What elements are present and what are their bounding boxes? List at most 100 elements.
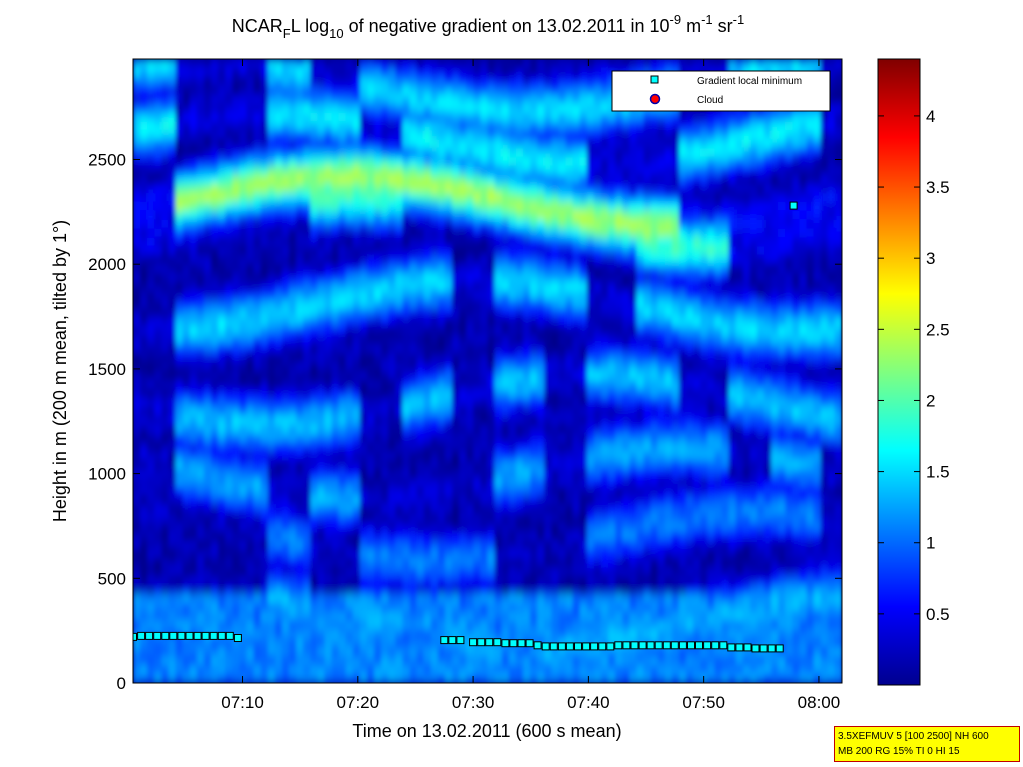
heatmap-cell [494, 290, 503, 301]
heatmap-cell [168, 139, 177, 149]
heatmap-cell [423, 264, 432, 274]
heatmap-cell [501, 121, 510, 131]
heatmap-cell [296, 397, 304, 408]
heatmap-cell [225, 620, 233, 631]
heatmap-cell [366, 210, 375, 221]
heatmap-cell [381, 290, 389, 301]
heatmap-cell [522, 424, 531, 434]
heatmap-cell [622, 308, 630, 319]
heatmap-cell [196, 540, 205, 550]
heatmap-cell [530, 460, 538, 470]
heatmap-cell [381, 477, 389, 488]
heatmap-cell [154, 513, 162, 524]
heatmap-cell [572, 85, 581, 96]
heatmap-cell [345, 469, 354, 479]
heatmap-cell [444, 76, 453, 87]
heatmap-cell [444, 192, 453, 203]
heatmap-cell [423, 335, 432, 345]
heatmap-cell [494, 148, 503, 158]
heatmap-cell [388, 85, 396, 96]
heatmap-cell [189, 362, 198, 372]
heatmap-cell [210, 85, 219, 96]
heatmap-cell [452, 602, 460, 613]
heatmap-cell [267, 76, 276, 87]
heatmap-cell [381, 183, 389, 194]
heatmap-cell [345, 165, 354, 176]
heatmap-cell [423, 593, 432, 604]
heatmap-cell [246, 299, 255, 310]
heatmap-cell [310, 424, 318, 434]
heatmap-cell [296, 629, 304, 640]
heatmap-cell [324, 362, 333, 372]
heatmap-cell [437, 567, 446, 577]
heatmap-cell [267, 656, 276, 666]
heatmap-cell [338, 362, 347, 372]
heatmap-cell [324, 121, 333, 131]
heatmap-cell [324, 59, 333, 69]
heatmap-cell [551, 665, 559, 675]
heatmap-cell [161, 558, 170, 568]
heatmap-cell [274, 130, 283, 140]
heatmap-cell [303, 424, 311, 434]
heatmap-cell [274, 540, 283, 550]
heatmap-cell [296, 76, 304, 87]
heatmap-cell [615, 290, 623, 301]
heatmap-cell [210, 397, 219, 408]
heatmap-cell [352, 344, 361, 354]
heatmap-cell [459, 353, 467, 363]
heatmap-cell [551, 531, 559, 541]
heatmap-cell [558, 460, 567, 470]
heatmap-cell [572, 629, 581, 640]
heatmap-cell [409, 201, 418, 212]
heatmap-cell [324, 85, 333, 96]
heatmap-cell [515, 549, 524, 559]
heatmap-cell [437, 433, 446, 443]
heatmap-cell [381, 201, 389, 212]
heatmap-cell [522, 103, 531, 114]
heatmap-cell [437, 353, 446, 363]
heatmap-cell [593, 326, 602, 336]
heatmap-cell [608, 281, 616, 292]
heatmap-cell [480, 112, 489, 122]
heatmap-cell [459, 174, 467, 185]
heatmap-cell [508, 379, 517, 390]
heatmap-cell [636, 255, 645, 265]
heatmap-cell [260, 335, 269, 345]
heatmap-cell [388, 183, 396, 194]
heatmap-cell [466, 540, 474, 550]
heatmap-cell [324, 353, 333, 363]
heatmap-cell [274, 567, 283, 577]
heatmap-cell [381, 397, 389, 408]
heatmap-cell [225, 477, 233, 488]
heatmap-cell [395, 415, 404, 426]
heatmap-cell [324, 174, 333, 185]
heatmap-cell [416, 103, 425, 114]
heatmap-cell [246, 522, 255, 533]
heatmap-cell [402, 317, 411, 328]
heatmap-cell [232, 513, 240, 524]
heatmap-cell [260, 397, 269, 408]
heatmap-cells [133, 59, 842, 683]
heatmap-cell [203, 665, 212, 675]
heatmap-cell [303, 183, 311, 194]
heatmap-cell [374, 665, 382, 675]
heatmap-cell [487, 308, 496, 319]
heatmap-cell [402, 674, 411, 683]
heatmap-cell [359, 326, 368, 336]
heatmap-cell [565, 531, 574, 541]
heatmap-cell [303, 317, 311, 328]
heatmap-cell [196, 620, 205, 631]
heatmap-cell [636, 139, 645, 149]
heatmap-cell [459, 477, 467, 488]
heatmap-cell [281, 103, 290, 114]
heatmap-cell [374, 183, 382, 194]
heatmap-cell [593, 647, 602, 657]
heatmap-cell [374, 656, 382, 666]
heatmap-cell [615, 558, 623, 568]
heatmap-cell [615, 469, 623, 479]
heatmap-cell [579, 237, 588, 247]
heatmap-cell [225, 674, 233, 683]
heatmap-cell [530, 531, 538, 541]
heatmap-cell [544, 139, 552, 149]
heatmap-cell [416, 638, 425, 648]
